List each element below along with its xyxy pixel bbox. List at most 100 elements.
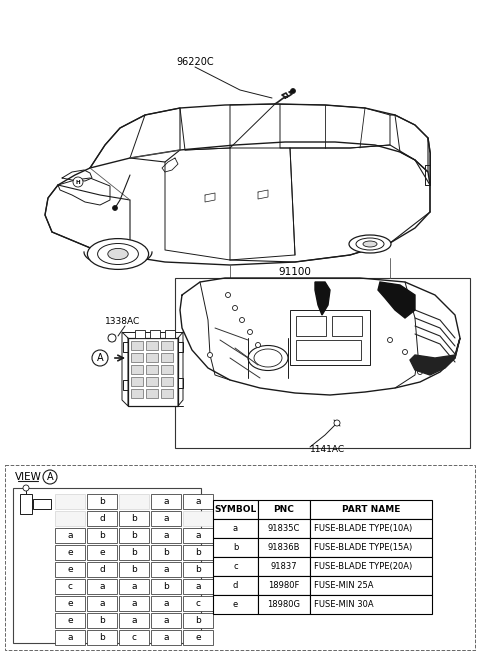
Text: e: e bbox=[67, 616, 73, 625]
Bar bbox=[123, 380, 128, 390]
Circle shape bbox=[73, 177, 83, 187]
Circle shape bbox=[290, 88, 296, 94]
Bar bbox=[183, 579, 213, 594]
Text: SYMBOL: SYMBOL bbox=[215, 505, 257, 514]
Bar bbox=[296, 340, 361, 360]
Bar bbox=[310, 595, 432, 614]
Bar bbox=[310, 557, 432, 576]
Bar bbox=[161, 365, 173, 374]
Bar bbox=[135, 330, 145, 338]
Circle shape bbox=[334, 420, 340, 426]
Bar bbox=[119, 613, 149, 628]
Bar bbox=[13, 488, 201, 643]
Bar bbox=[119, 511, 149, 526]
Text: a: a bbox=[163, 599, 169, 608]
Bar bbox=[161, 389, 173, 398]
Text: a: a bbox=[67, 531, 73, 540]
Bar bbox=[87, 494, 117, 509]
Bar bbox=[87, 528, 117, 543]
Circle shape bbox=[112, 206, 118, 210]
Polygon shape bbox=[378, 282, 415, 318]
Bar bbox=[183, 511, 213, 526]
Bar bbox=[151, 528, 181, 543]
Bar bbox=[33, 499, 51, 509]
Bar bbox=[258, 519, 310, 538]
Text: 96220C: 96220C bbox=[176, 57, 214, 67]
Bar bbox=[123, 342, 128, 352]
Bar bbox=[161, 341, 173, 350]
Text: 91837: 91837 bbox=[271, 562, 297, 571]
Text: b: b bbox=[131, 514, 137, 523]
Ellipse shape bbox=[87, 238, 149, 269]
Circle shape bbox=[232, 305, 238, 310]
Text: d: d bbox=[99, 514, 105, 523]
Bar bbox=[183, 596, 213, 611]
Circle shape bbox=[248, 329, 252, 335]
Bar bbox=[119, 596, 149, 611]
Text: e: e bbox=[99, 548, 105, 557]
Text: c: c bbox=[233, 562, 238, 571]
Text: a: a bbox=[131, 616, 137, 625]
Circle shape bbox=[23, 485, 29, 491]
Bar bbox=[183, 528, 213, 543]
Bar bbox=[146, 389, 158, 398]
Bar bbox=[310, 519, 432, 538]
Text: b: b bbox=[99, 497, 105, 506]
Bar bbox=[213, 595, 258, 614]
Bar bbox=[258, 557, 310, 576]
Bar bbox=[55, 562, 85, 577]
Text: a: a bbox=[163, 633, 169, 642]
Bar bbox=[258, 538, 310, 557]
Text: a: a bbox=[195, 497, 201, 506]
Bar bbox=[87, 596, 117, 611]
Text: c: c bbox=[132, 633, 136, 642]
Bar bbox=[131, 341, 143, 350]
Text: e: e bbox=[67, 599, 73, 608]
Bar bbox=[55, 613, 85, 628]
Bar bbox=[161, 377, 173, 386]
Text: b: b bbox=[195, 548, 201, 557]
Bar bbox=[213, 557, 258, 576]
Polygon shape bbox=[315, 282, 330, 315]
Text: 18980G: 18980G bbox=[267, 600, 300, 609]
Text: b: b bbox=[163, 548, 169, 557]
Bar bbox=[151, 494, 181, 509]
Bar bbox=[87, 613, 117, 628]
Circle shape bbox=[240, 318, 244, 322]
Text: b: b bbox=[99, 531, 105, 540]
Text: PART NAME: PART NAME bbox=[342, 505, 400, 514]
Text: FUSE-BLADE TYPE(20A): FUSE-BLADE TYPE(20A) bbox=[314, 562, 412, 571]
Text: b: b bbox=[131, 531, 137, 540]
Bar bbox=[5, 465, 475, 650]
Bar bbox=[87, 562, 117, 577]
Bar bbox=[165, 330, 175, 338]
Text: A: A bbox=[96, 353, 103, 363]
Ellipse shape bbox=[349, 235, 391, 253]
Bar bbox=[87, 630, 117, 645]
Bar bbox=[119, 630, 149, 645]
Bar bbox=[151, 545, 181, 560]
Bar bbox=[55, 579, 85, 594]
Text: a: a bbox=[99, 582, 105, 591]
Bar bbox=[146, 365, 158, 374]
Bar bbox=[183, 562, 213, 577]
Text: a: a bbox=[163, 531, 169, 540]
Text: b: b bbox=[195, 565, 201, 574]
Bar bbox=[161, 353, 173, 362]
Bar bbox=[87, 511, 117, 526]
Bar bbox=[151, 630, 181, 645]
Text: e: e bbox=[67, 565, 73, 574]
Text: 1141AC: 1141AC bbox=[310, 445, 345, 455]
Bar bbox=[151, 613, 181, 628]
Bar bbox=[119, 494, 149, 509]
Bar bbox=[119, 545, 149, 560]
Bar bbox=[20, 494, 32, 514]
Text: FUSE-MIN 25A: FUSE-MIN 25A bbox=[314, 581, 373, 590]
Bar bbox=[310, 576, 432, 595]
Bar bbox=[175, 278, 470, 448]
Ellipse shape bbox=[97, 244, 138, 265]
Bar bbox=[131, 353, 143, 362]
Ellipse shape bbox=[356, 238, 384, 250]
Text: a: a bbox=[131, 599, 137, 608]
Text: PNC: PNC bbox=[274, 505, 294, 514]
